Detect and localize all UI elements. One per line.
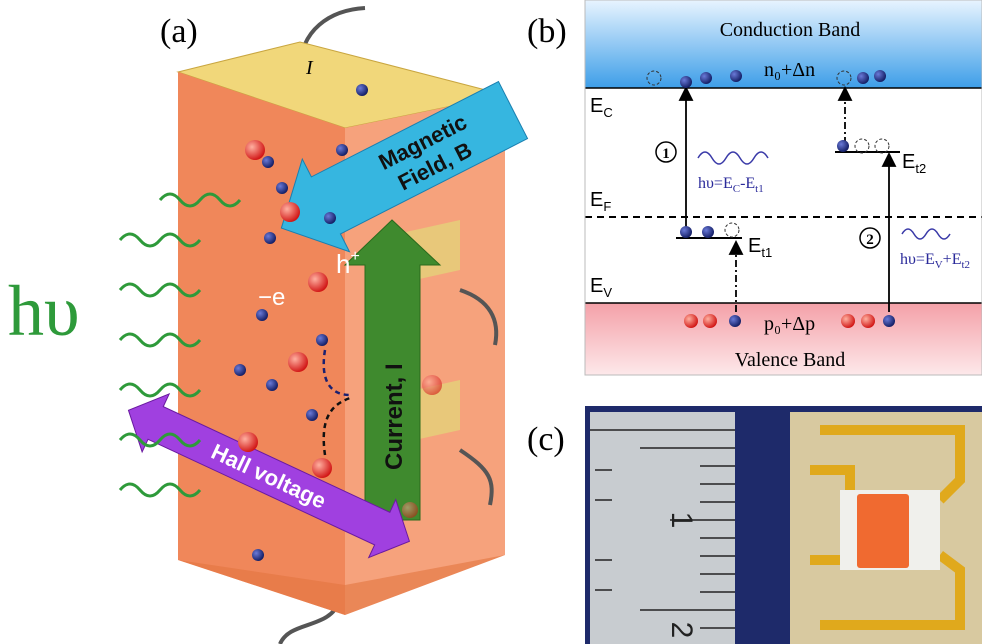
transition-number: 2 — [866, 232, 874, 248]
level-symbol: E — [902, 151, 915, 173]
level-symbol: E — [590, 275, 603, 297]
band-carriers — [680, 70, 895, 328]
panel-b: (b) Conduction Band Valence Band n₀+Δn p… — [527, 0, 982, 375]
transition-number: 1 — [662, 146, 670, 162]
level-label: EF — [590, 189, 611, 214]
photon-label: hυ — [8, 271, 80, 351]
current-label: Current, I — [381, 363, 408, 470]
level-subscript: V — [603, 285, 612, 300]
electron-label: −e — [258, 284, 285, 311]
transition-label: hυ=EV+Et2 — [900, 251, 970, 271]
ruler-label: 2 — [665, 622, 698, 639]
panel-label: (b) — [527, 13, 567, 50]
level-symbol: E — [590, 95, 603, 117]
label-subscript: C — [733, 183, 740, 195]
level-subscript: C — [603, 105, 612, 120]
label-part: hυ=E — [900, 251, 935, 268]
hole-charge: + — [350, 248, 359, 265]
level-label: EC — [590, 95, 613, 120]
photon-wave — [902, 229, 950, 239]
figure: (a) I Magnetic Field, B Current, I Hall … — [0, 0, 982, 644]
level-label: Et1 — [748, 235, 772, 260]
current-symbol: I — [305, 57, 314, 79]
ruler-label: 1 — [665, 512, 698, 529]
transition-label: hυ=EC-Et1 — [698, 175, 764, 195]
panel-c: (c) 1 2 — [527, 406, 982, 644]
label-part: hυ=E — [698, 175, 733, 192]
electron-density: n₀+Δn — [764, 59, 815, 81]
conduction-band-label: Conduction Band — [720, 19, 861, 41]
hole-symbol: h — [336, 249, 350, 279]
label-part: -E — [740, 175, 755, 192]
label-subscript: V — [935, 259, 943, 271]
label-part: +E — [943, 251, 962, 268]
transition-arrows — [680, 88, 895, 312]
panel-a: (a) I Magnetic Field, B Current, I Hall … — [8, 8, 537, 644]
level-label: EV — [590, 275, 612, 300]
sample — [857, 494, 909, 568]
level-symbol: E — [590, 189, 603, 211]
ruler — [590, 412, 735, 644]
page: {"panel_a": {"label": "(a)", "current_sy… — [0, 0, 982, 644]
panel-label: (a) — [160, 13, 198, 50]
panel-label: (c) — [527, 421, 565, 458]
valence-band-label: Valence Band — [735, 349, 846, 371]
photon-wave — [698, 152, 768, 164]
level-subscript: t2 — [915, 161, 926, 176]
label-subscript: t2 — [961, 259, 970, 271]
hole-density: p₀+Δp — [764, 313, 815, 335]
level-label: Et2 — [902, 151, 926, 176]
label-subscript: t1 — [755, 183, 764, 195]
level-symbol: E — [748, 235, 761, 257]
level-subscript: t1 — [761, 245, 772, 260]
level-subscript: F — [603, 199, 611, 214]
